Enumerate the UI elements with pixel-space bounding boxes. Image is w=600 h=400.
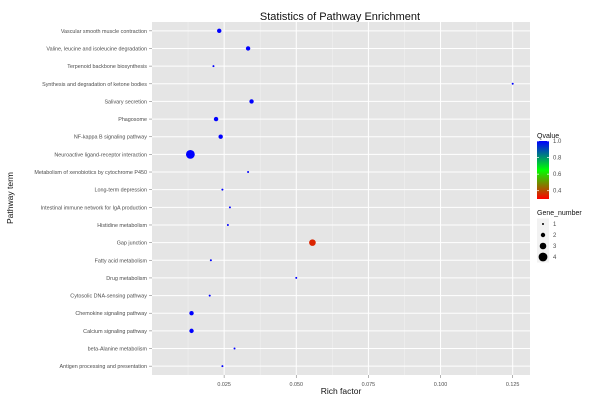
y-tick-label: Terpenoid backbone biosynthesis — [67, 64, 147, 70]
y-tick-label: Metabolism of xenobiotics by cytochrome … — [34, 170, 147, 176]
data-point — [245, 46, 251, 51]
qvalue-legend-title: Qvalue — [537, 133, 559, 140]
x-tick-label: 0.100 — [434, 382, 448, 388]
gene-number-key-dot — [542, 223, 544, 225]
y-tick-label: Intestinal immune network for IgA produc… — [41, 205, 147, 211]
y-tick-label: Neuroactive ligand-receptor interaction — [54, 152, 147, 158]
qvalue-tick-label: 0.6 — [553, 172, 562, 178]
gene-number-key-label: 1 — [553, 222, 557, 228]
gene-number-key-dot — [538, 252, 548, 262]
y-tick-label: Phagosome — [118, 117, 147, 123]
y-tick-label: Fatty acid metabolism — [95, 258, 148, 264]
qvalue-tick-label: 1.0 — [553, 139, 562, 145]
qvalue-tick-label: 0.4 — [553, 189, 562, 195]
gene-number-key-label: 3 — [553, 244, 557, 250]
qvalue-legend-ticks: 0.4 0.6 0.8 1.0 — [537, 139, 562, 195]
data-point — [208, 294, 211, 297]
data-point — [213, 116, 219, 122]
x-tick-label: 0.075 — [362, 382, 376, 388]
y-axis-label: Pathway term — [5, 172, 15, 224]
y-tick-label: NF-kappa B signaling pathway — [74, 135, 147, 141]
data-point — [212, 65, 215, 68]
y-tick-label: Drug metabolism — [106, 276, 147, 282]
y-tick-label: Chemokine signaling pathway — [75, 311, 147, 317]
y-tick-label: beta-Alanine metabolism — [88, 347, 148, 353]
gene-number-key-label: 2 — [553, 233, 557, 239]
data-point — [189, 311, 194, 316]
gene-number-key-label: 4 — [553, 255, 557, 261]
x-tick-label: 0.125 — [506, 382, 520, 388]
y-tick-label: Synthesis and degradation of ketone bodi… — [42, 82, 147, 88]
y-tick-label: Valine, leucine and isoleucine degradati… — [46, 46, 147, 52]
y-tick-label: Vascular smooth muscle contraction — [61, 29, 147, 35]
data-point — [511, 82, 514, 85]
y-tick-label: Long-term depression — [95, 188, 147, 194]
data-point — [226, 223, 229, 226]
plot-panel — [152, 22, 530, 375]
y-tick-label: Gap junction — [117, 241, 147, 247]
data-point — [295, 276, 298, 279]
gene-number-key-dot — [539, 242, 547, 250]
y-tick-labels: Vascular smooth muscle contraction Valine… — [34, 29, 152, 370]
data-point — [209, 259, 212, 262]
gene-number-legend: Gene_number 1 2 3 4 — [537, 210, 582, 263]
y-tick-label: Cytosolic DNA-sensing pathway — [70, 294, 147, 300]
data-point — [217, 28, 222, 34]
qvalue-tick-label: 0.8 — [553, 156, 562, 162]
data-point — [185, 149, 195, 159]
x-tick-labels: 0.025 0.050 0.075 0.100 0.125 — [217, 375, 519, 388]
y-tick-label: Salivary secretion — [104, 99, 147, 105]
y-tick-label: Histidine metabolism — [97, 223, 147, 229]
data-point — [228, 206, 231, 209]
grid-lines — [152, 22, 530, 375]
data-point — [221, 365, 224, 368]
data-point — [221, 188, 224, 191]
x-tick-label: 0.025 — [217, 382, 231, 388]
y-tick-label: Antigen processing and presentation — [59, 364, 147, 370]
data-point — [218, 134, 223, 139]
x-tick-label: 0.050 — [290, 382, 304, 388]
gene-number-legend-title: Gene_number — [537, 210, 582, 217]
data-point — [309, 239, 316, 246]
data-point — [249, 99, 254, 104]
qvalue-colorbar — [537, 141, 549, 199]
x-axis-label: Rich factor — [321, 386, 362, 396]
gene-number-legend-items: 1 2 3 4 — [537, 218, 557, 263]
data-points — [185, 28, 514, 368]
data-point — [189, 328, 194, 334]
gene-number-key-dot — [540, 232, 546, 238]
chart-title: Statistics of Pathway Enrichment — [260, 11, 420, 23]
data-point — [247, 171, 250, 174]
y-tick-label: Calcium signaling pathway — [83, 329, 147, 335]
data-point — [233, 347, 236, 350]
qvalue-legend: Qvalue 0.4 0.6 0.8 1.0 — [537, 133, 562, 199]
